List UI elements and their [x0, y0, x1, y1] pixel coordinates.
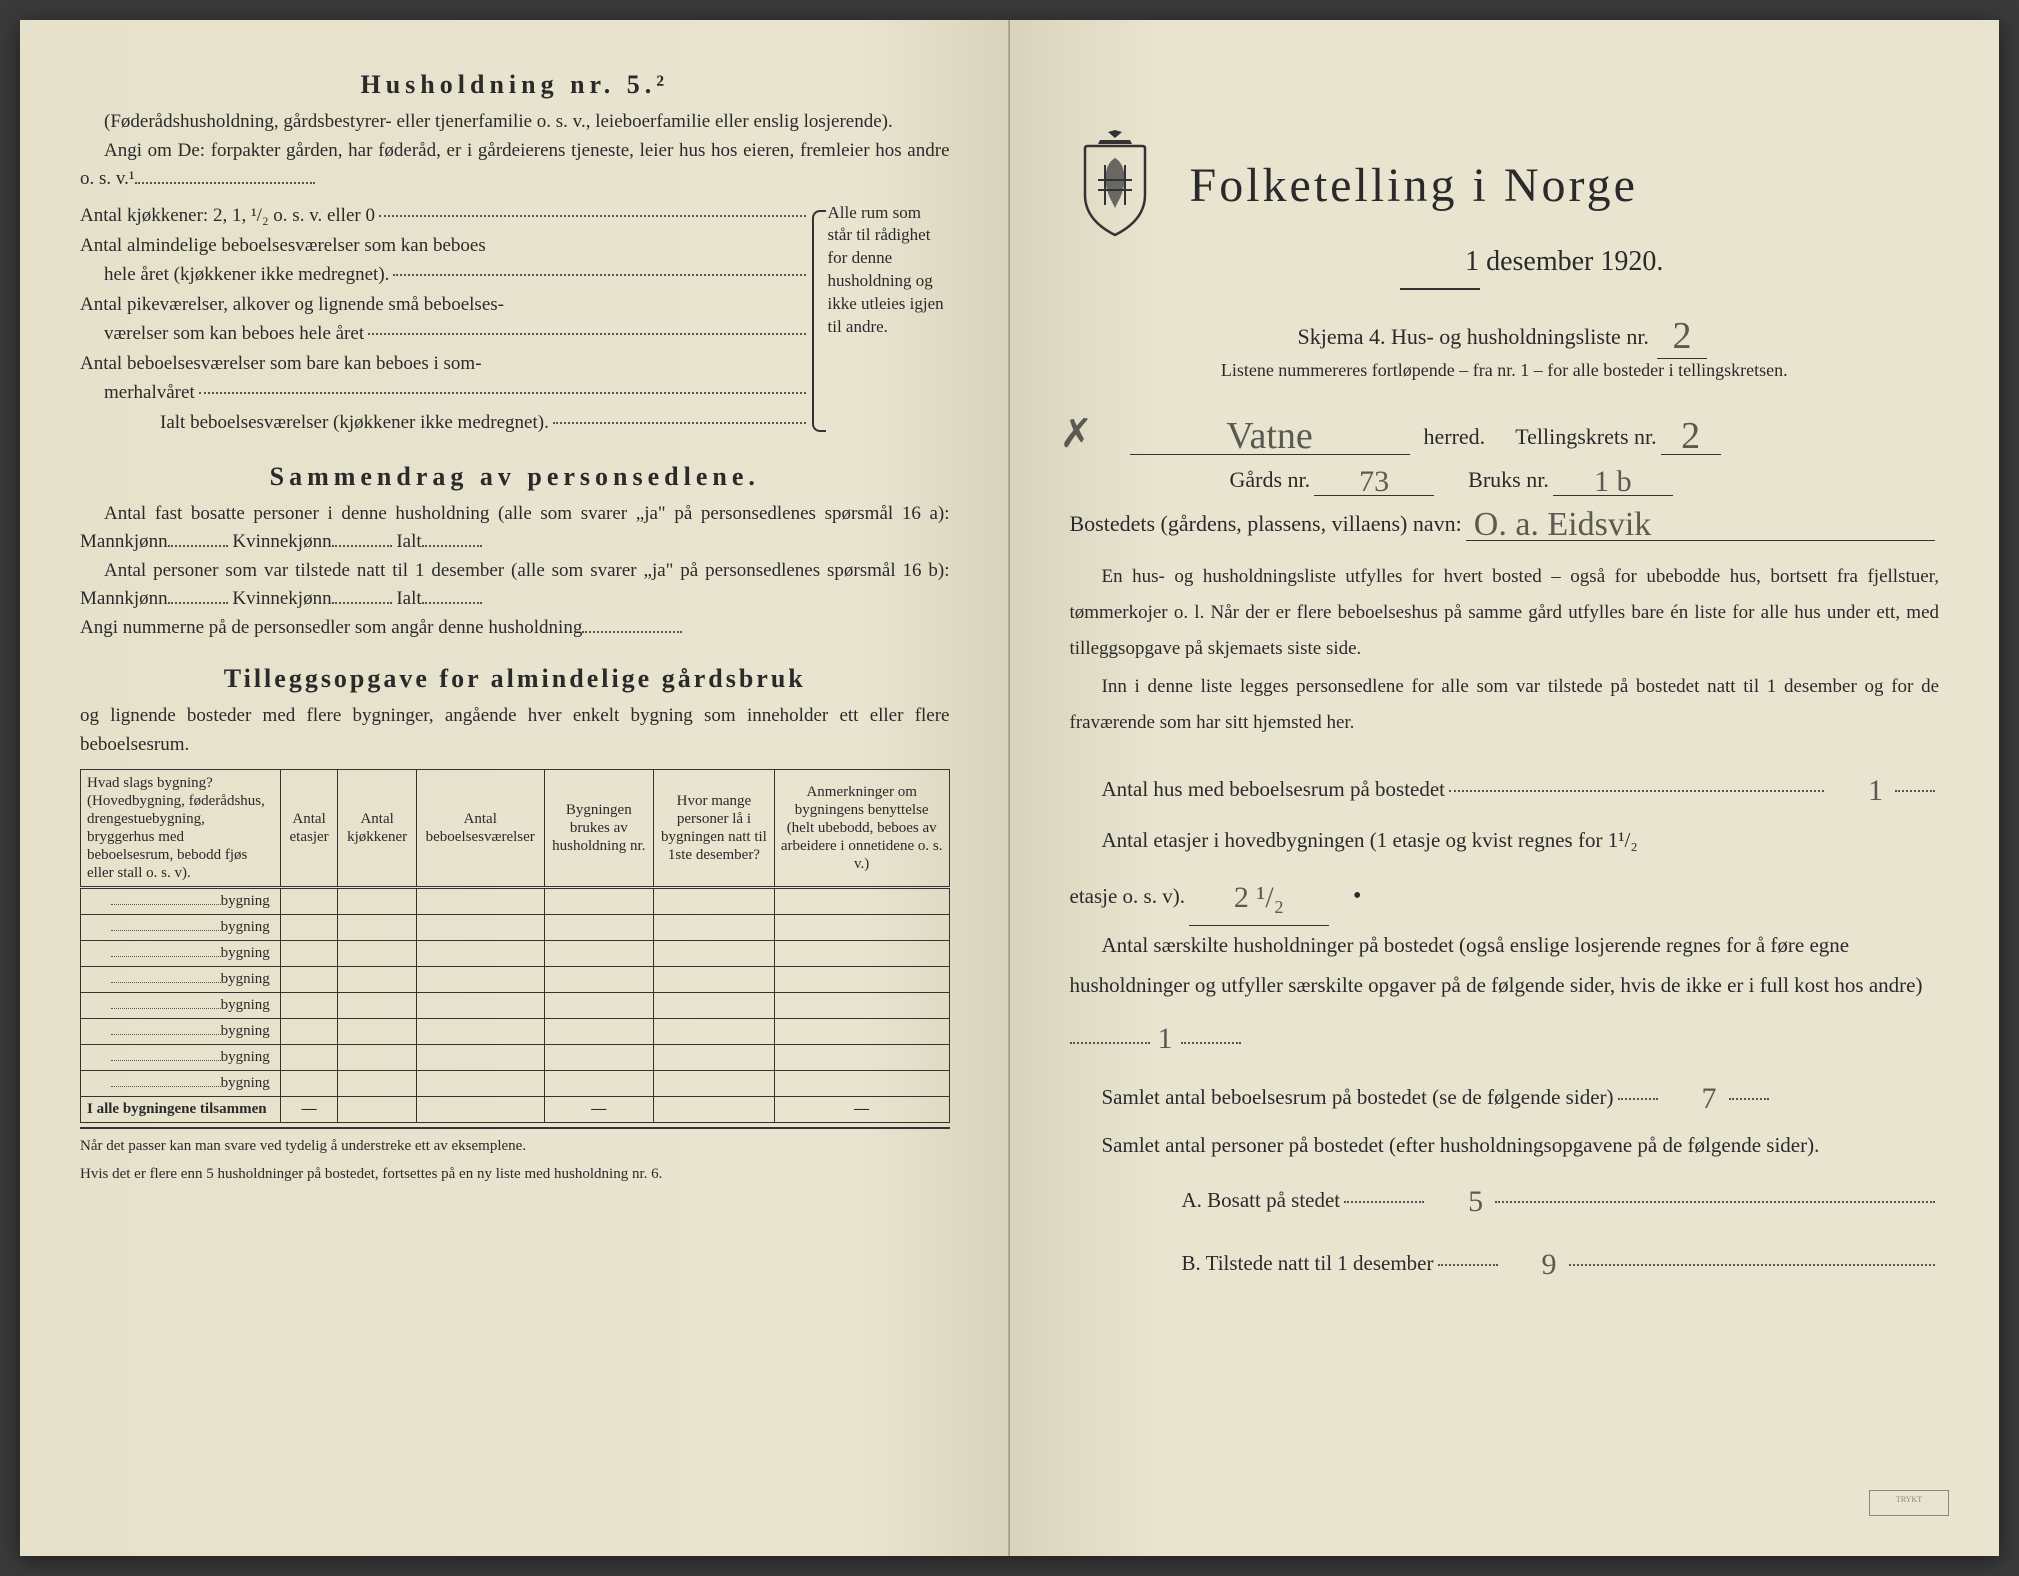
q1-value: 1	[1828, 759, 1891, 822]
q4-value: 7	[1662, 1067, 1725, 1130]
date-subtitle: 1 desember 1920.	[1190, 246, 1940, 278]
qB-value: 9	[1502, 1233, 1565, 1296]
brace-note: Alle rum som står til rådighet for denne…	[810, 202, 950, 440]
bosted-value: O. a. Eidsvik	[1466, 506, 1660, 543]
footnote1: Når det passer kan man svare ved tydelig…	[80, 1137, 950, 1157]
rooms3a: Antal beboelsesværelser som bare kan beb…	[80, 353, 482, 374]
table-row: bygning	[81, 967, 950, 993]
instructions: En hus- og husholdningsliste utfylles fo…	[1070, 559, 1940, 741]
th-etasjer: Antal etasjer	[280, 770, 338, 888]
herred-row: ✗ Vatne herred. Tellingskrets nr. 2	[1070, 410, 1940, 455]
listene-note: Listene nummereres fortløpende – fra nr.…	[1070, 357, 1940, 384]
title-divider	[1400, 288, 1480, 290]
rooms-section: Antal kjøkkener: 2, 1, ¹/₂ o. s. v. elle…	[80, 202, 950, 440]
rooms1a: Antal almindelige beboelsesværelser som …	[80, 235, 486, 256]
household5-angi: Angi om De: forpakter gården, har føderå…	[80, 137, 950, 194]
blank-field	[135, 182, 315, 184]
left-page: Husholdning nr. 5.² (Føderådshusholdning…	[20, 20, 1010, 1556]
tillegg-sub: og lignende bosteder med flere bygninger…	[80, 702, 950, 759]
summary-title: Sammendrag av personsedlene.	[80, 462, 950, 492]
bruks-value: 1 b	[1586, 465, 1640, 498]
table-total-row: I alle bygningene tilsammen ———	[81, 1097, 950, 1123]
rooms3b: merhalvåret	[104, 379, 195, 408]
total-label: I alle bygningene tilsammen	[81, 1097, 281, 1123]
table-row: bygning	[81, 941, 950, 967]
table-row: bygning	[81, 888, 950, 915]
footnote2: Hvis det er flere enn 5 husholdninger på…	[80, 1165, 950, 1185]
gards-value: 73	[1351, 465, 1397, 498]
summary-block2: Antal personer som var tilstede natt til…	[80, 557, 950, 614]
th-personer: Hvor mange personer lå i bygningen natt …	[654, 770, 775, 888]
table-row: bygning	[81, 1019, 950, 1045]
kitchens-label: Antal kjøkkener: 2, 1, ¹/₂ o. s. v. elle…	[80, 202, 375, 231]
rooms2b: værelser som kan beboes hele året	[104, 320, 364, 349]
th-kjokkener: Antal kjøkkener	[338, 770, 416, 888]
bosted-row: Bostedets (gårdens, plassens, villaens) …	[1070, 502, 1940, 541]
summary-block: Antal fast bosatte personer i denne hush…	[80, 500, 950, 557]
qA-value: 5	[1428, 1170, 1491, 1233]
questions: Antal hus med beboelsesrum på bostedet1 …	[1070, 755, 1940, 1292]
printer-stamp: TRYKT	[1869, 1490, 1949, 1516]
summary3: Angi nummerne på de personsedler som ang…	[80, 614, 950, 643]
title-row: Folketelling i Norge	[1070, 130, 1940, 240]
rooms2a: Antal pikeværelser, alkover og lignende …	[80, 294, 504, 315]
rooms-total: Ialt beboelsesværelser (kjøkkener ikke m…	[160, 409, 549, 438]
krets-value: 2	[1673, 415, 1708, 457]
table-row: bygning	[81, 1045, 950, 1071]
skjema-line: Skjema 4. Hus- og husholdningsliste nr. …	[1070, 310, 1940, 357]
table-header-row: Hvad slags bygning? (Hovedbygning, føder…	[81, 770, 950, 888]
th-anmerk: Anmerkninger om bygningens benyttelse (h…	[774, 770, 949, 888]
main-title: Folketelling i Norge	[1190, 158, 1638, 213]
census-document: Husholdning nr. 5.² (Føderådshusholdning…	[20, 20, 1999, 1556]
table-row: bygning	[81, 915, 950, 941]
q2-value: 2 ¹/₂	[1226, 881, 1292, 914]
gards-row: Gårds nr. 73 Bruks nr. 1 b	[1070, 461, 1940, 496]
th-bygning: Hvad slags bygning? (Hovedbygning, føder…	[81, 770, 281, 888]
tillegg-title: Tilleggsopgave for almindelige gårdsbruk	[80, 664, 950, 694]
rooms1b: hele året (kjøkkener ikke medregnet).	[104, 261, 389, 290]
table-row: bygning	[81, 1071, 950, 1097]
table-row: bygning	[81, 993, 950, 1019]
household5-title: Husholdning nr. 5.²	[80, 70, 950, 100]
skjema-nr: 2	[1657, 314, 1707, 359]
household5-sub: (Føderådshusholdning, gårdsbestyrer- ell…	[80, 108, 950, 137]
x-mark: ✗	[1060, 410, 1094, 457]
norway-crest-icon	[1070, 130, 1160, 240]
herred-value: Vatne	[1218, 415, 1321, 457]
building-table: Hvad slags bygning? (Hovedbygning, føder…	[80, 769, 950, 1123]
right-page: Folketelling i Norge 1 desember 1920. Sk…	[1010, 20, 2000, 1556]
th-vaerelser: Antal beboelsesværelser	[416, 770, 544, 888]
q3-value: 1	[1150, 1022, 1181, 1055]
th-brukes: Bygningen brukes av husholdning nr.	[544, 770, 654, 888]
